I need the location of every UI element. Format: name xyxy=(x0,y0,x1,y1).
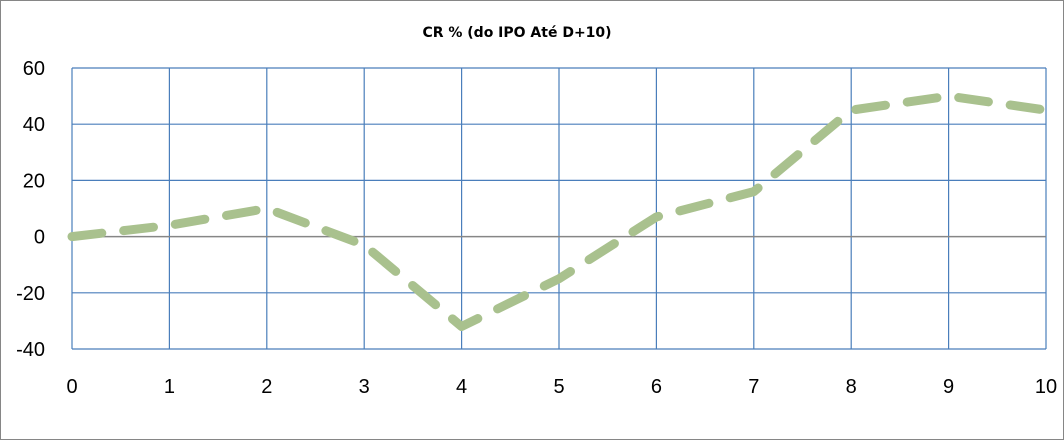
x-tick-label: 3 xyxy=(359,376,370,398)
x-tick-label: 4 xyxy=(456,376,467,398)
x-tick-label: 0 xyxy=(66,376,77,398)
x-tick-label: 8 xyxy=(846,376,857,398)
x-tick-label: 2 xyxy=(261,376,272,398)
x-tick-label: 6 xyxy=(651,376,662,398)
chart-title: CR % (do IPO Até D+10) xyxy=(422,25,611,41)
data-point xyxy=(851,110,852,111)
data-point xyxy=(72,236,73,237)
data-point xyxy=(753,191,754,192)
data-point xyxy=(266,208,267,209)
tick-labels: -40 -20 0 20 40 60 0 1 2 3 4 5 6 7 8 9 10 xyxy=(16,58,1057,398)
data-point xyxy=(656,216,657,217)
x-tick-label: 9 xyxy=(943,376,954,398)
y-tick-label: 20 xyxy=(23,170,45,192)
series-layer xyxy=(67,91,1051,332)
x-tick-label: 1 xyxy=(164,376,175,398)
data-point xyxy=(1046,110,1047,111)
data-point xyxy=(364,245,365,246)
y-tick-label: -20 xyxy=(16,283,45,305)
x-tick-label: 7 xyxy=(748,376,759,398)
data-point xyxy=(169,225,170,226)
y-tick-label: -40 xyxy=(16,339,45,361)
y-tick-label: 0 xyxy=(34,227,45,249)
data-point xyxy=(461,326,462,327)
y-tick-label: 40 xyxy=(23,114,45,136)
x-tick-label: 5 xyxy=(553,376,564,398)
x-tick-label: 10 xyxy=(1035,376,1057,398)
data-point xyxy=(559,278,560,279)
grid xyxy=(71,67,1047,350)
data-point xyxy=(948,96,949,97)
y-tick-label: 60 xyxy=(23,58,45,80)
series-line-0 xyxy=(67,91,1051,332)
